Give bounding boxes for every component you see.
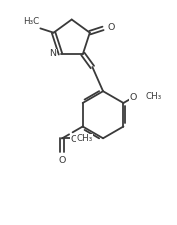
- Text: H₃C: H₃C: [23, 17, 39, 26]
- Text: CH₃: CH₃: [76, 134, 93, 143]
- Text: O: O: [58, 156, 66, 165]
- Text: O: O: [130, 93, 137, 102]
- Text: N: N: [49, 50, 56, 58]
- Text: O: O: [70, 135, 77, 144]
- Text: CH₃: CH₃: [146, 92, 162, 101]
- Text: O: O: [108, 23, 115, 32]
